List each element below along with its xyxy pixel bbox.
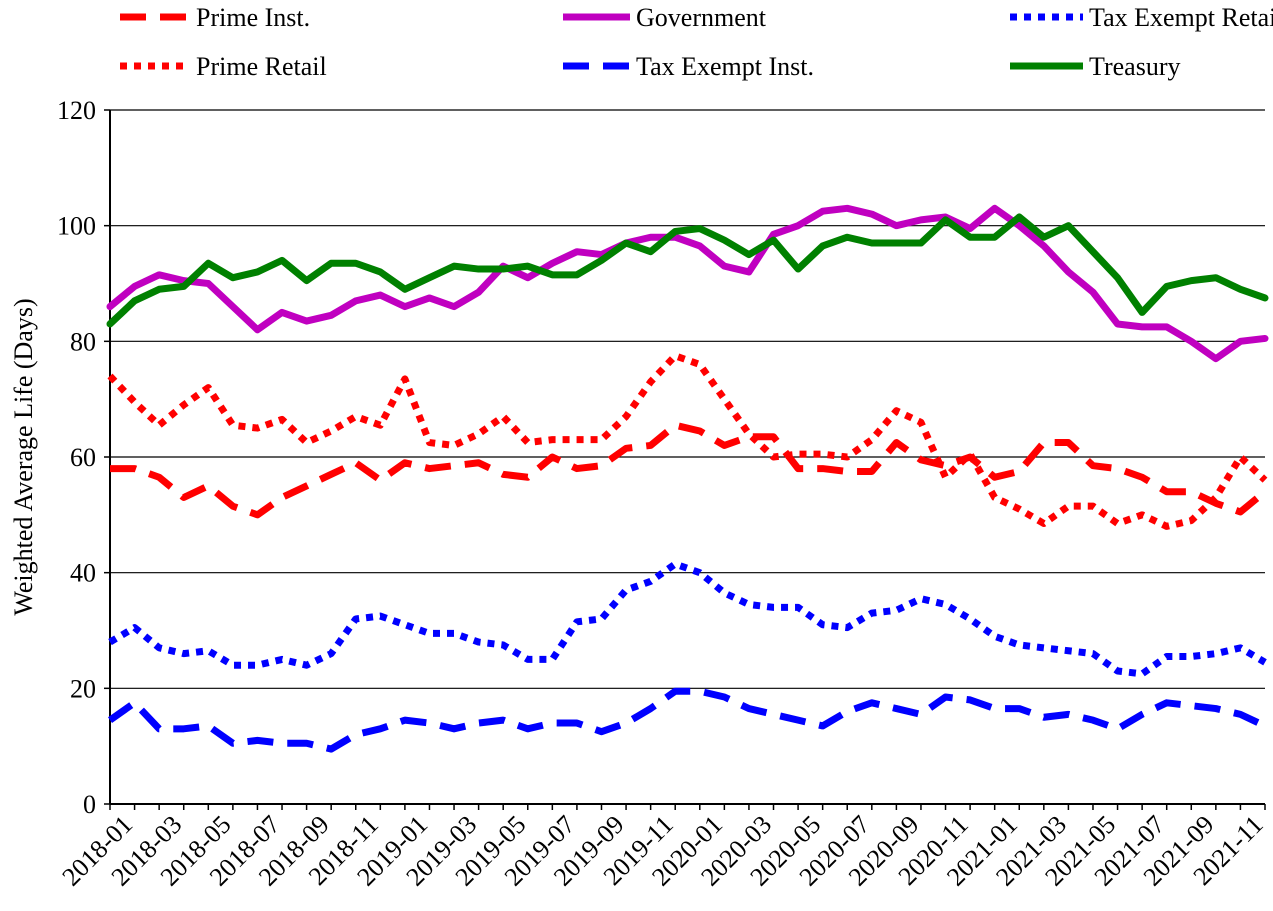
y-tick-label: 40 [70, 559, 96, 588]
legend-label: Tax Exempt Retail [1089, 3, 1273, 32]
y-tick-label: 0 [83, 790, 96, 819]
legend-label: Prime Retail [196, 52, 327, 81]
y-tick-label: 100 [57, 212, 96, 241]
y-tick-label: 60 [70, 443, 96, 472]
y-tick-label: 120 [57, 96, 96, 125]
y-tick-label: 20 [70, 674, 96, 703]
legend-label: Prime Inst. [196, 3, 310, 32]
y-tick-label: 80 [70, 327, 96, 356]
series-line [108, 560, 1267, 678]
series-line [106, 213, 1269, 328]
legend-label: Tax Exempt Inst. [636, 52, 814, 81]
legend-label: Government [636, 3, 767, 32]
series-line [107, 687, 1267, 753]
y-axis-label: Weighted Average Life (Days) [9, 298, 38, 615]
series-line [106, 204, 1269, 363]
series-line [107, 352, 1268, 530]
series-line [110, 421, 1268, 519]
legend-label: Treasury [1089, 52, 1180, 81]
